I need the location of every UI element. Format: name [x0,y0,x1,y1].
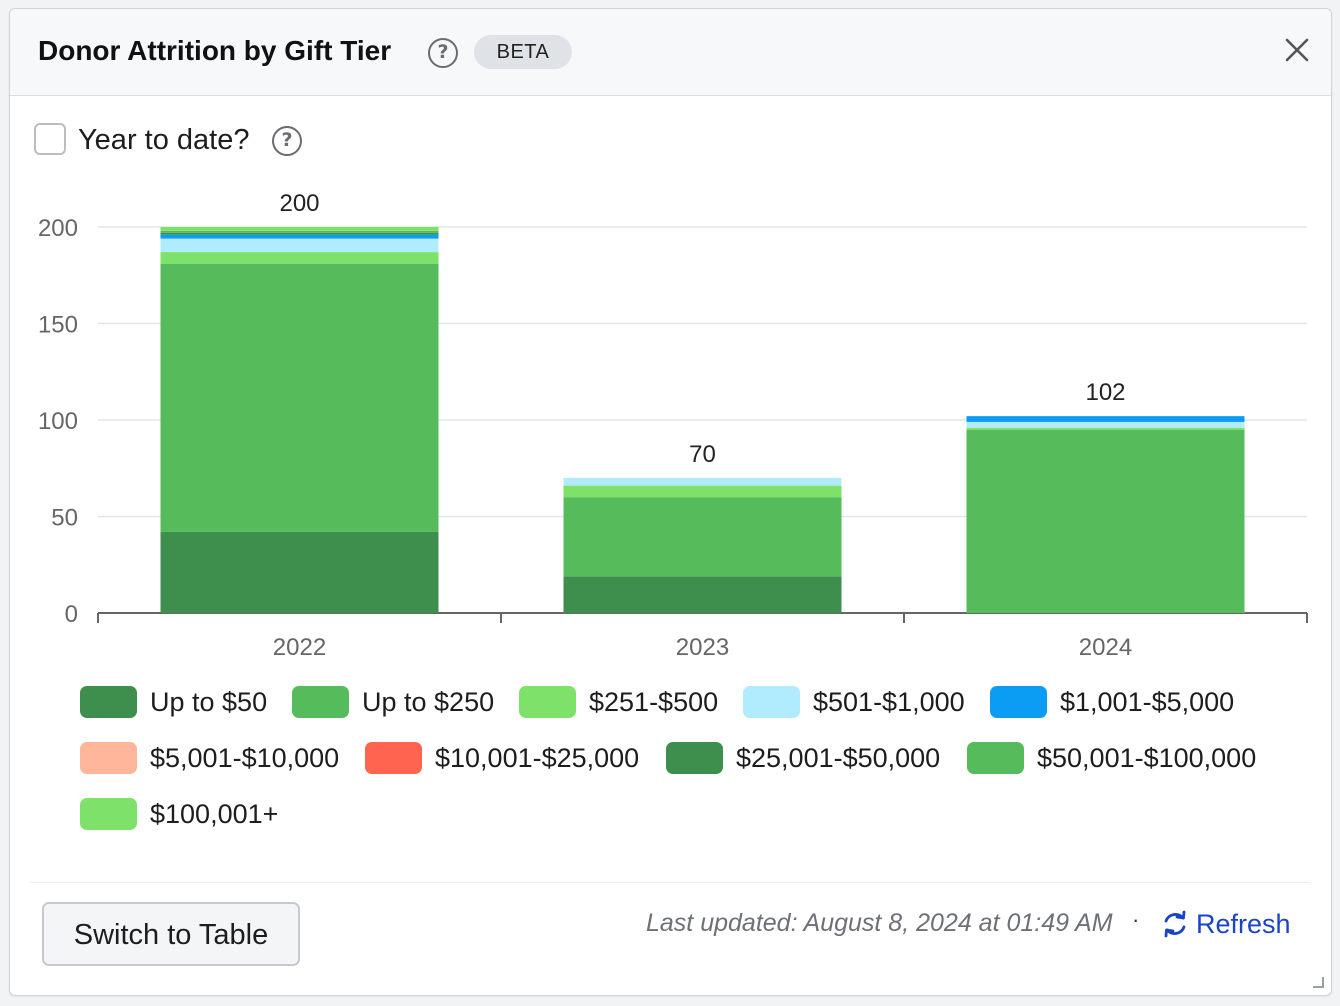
bar-segment [563,477,842,486]
y-tick-label: 150 [38,312,78,339]
bar-total-label: 200 [279,190,319,217]
close-button[interactable] [1280,33,1314,67]
legend-item[interactable]: $10,001-$25,000 [365,741,639,775]
legend-item[interactable]: $501-$1,000 [743,685,965,719]
bar-segment [160,234,439,239]
last-updated-text: Last updated: August 8, 2024 at 01:49 AM [646,909,1113,937]
bar-segment [563,485,842,498]
legend-swatch [666,742,723,774]
separator-dot: · [1132,907,1140,932]
legend-item[interactable]: $25,001-$50,000 [666,741,940,775]
legend-label: $25,001-$50,000 [736,742,941,773]
help-circle-icon[interactable]: ? [428,38,458,68]
refresh-button[interactable]: Refresh [1160,907,1291,941]
bar-segment [160,252,439,264]
legend-label: Up to $250 [362,686,495,717]
stacked-bar-chart: 0 50 100 150 200 200 2022 70 2023 102 2024 [38,190,1308,661]
legend-swatch [80,742,137,774]
legend-label: $501-$1,000 [813,686,965,717]
y-tick-label: 50 [51,505,78,532]
legend-item[interactable]: $50,001-$100,000 [967,741,1256,775]
y-tick-label: 100 [38,408,78,435]
legend-swatch [990,686,1047,718]
bar-segment [966,421,1245,428]
panel-header: Donor Attrition by Gift Tier ? BETA [10,9,1331,96]
legend-label: $100,001+ [150,798,279,829]
switch-to-table-button[interactable]: Switch to Table [42,902,300,966]
x-tick-label: 2024 [1079,634,1132,661]
year-to-date-label: Year to date? [78,124,250,156]
bar-segment [966,416,1245,422]
legend-label: $10,001-$25,000 [435,742,640,773]
x-tick-label: 2023 [676,634,729,661]
y-tick-label: 0 [65,601,78,628]
legend-label: $1,001-$5,000 [1060,686,1235,717]
bar-segment [160,227,439,231]
legend-swatch [80,686,137,718]
legend-swatch [292,686,349,718]
bar-segment [563,576,842,613]
beta-badge: BETA [474,35,572,69]
legend-item[interactable]: Up to $250 [292,685,494,719]
bar-segment [966,427,1245,430]
legend-label: Up to $50 [150,686,268,717]
bar-segment [563,497,842,577]
footer-divider [30,882,1310,883]
legend-item[interactable]: $1,001-$5,000 [990,685,1234,719]
panel-title: Donor Attrition by Gift Tier [38,35,392,66]
legend-swatch [365,742,422,774]
legend-swatch [80,798,137,830]
legend-item[interactable]: Up to $50 [80,685,267,719]
chart-panel: Donor Attrition by Gift Tier ? BETA Year… [9,8,1332,996]
year-to-date-checkbox[interactable] [34,123,66,155]
refresh-icon [1164,910,1186,938]
legend-swatch [967,742,1024,774]
close-icon [1285,38,1309,62]
legend-item[interactable]: $5,001-$10,000 [80,741,339,775]
legend-label: $251-$500 [589,686,719,717]
bar-segment [160,232,439,235]
bar-segment [160,238,439,253]
resize-handle-icon[interactable] [1311,975,1325,989]
y-tick-label: 200 [38,215,78,242]
year-to-date-help-icon[interactable]: ? [272,126,302,156]
legend-swatch [519,686,576,718]
legend-item[interactable]: $100,001+ [80,797,278,831]
bar-total-label: 70 [689,441,716,468]
legend-item[interactable]: $251-$500 [519,685,718,719]
legend-label: $5,001-$10,000 [150,742,340,773]
bar-total-label: 102 [1085,379,1125,406]
legend-swatch [743,686,800,718]
refresh-label: Refresh [1196,908,1291,939]
bar-segment [160,531,439,613]
legend-label: $50,001-$100,000 [1037,742,1257,773]
bar-segment [966,429,1245,613]
bar-segment [160,230,439,233]
bar-segment [160,263,439,532]
x-tick-label: 2022 [273,634,326,661]
